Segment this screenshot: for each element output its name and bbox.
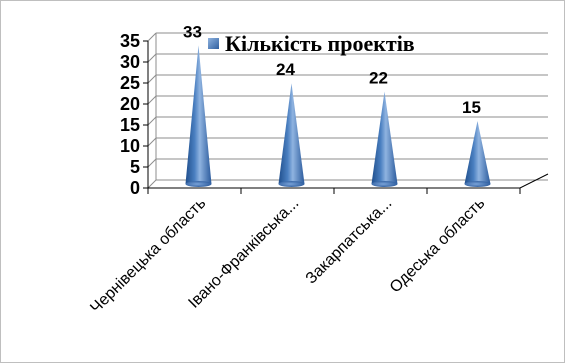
data-label: 15	[462, 98, 481, 117]
gridline-depth	[147, 116, 157, 126]
legend-swatch	[208, 38, 219, 49]
bar-cone-base	[464, 181, 491, 187]
gridline-depth	[147, 95, 157, 105]
bar-cone	[185, 45, 212, 185]
y-tick-label: 15	[120, 115, 140, 135]
y-tick-label: 35	[120, 31, 140, 51]
y-tick-label: 10	[120, 136, 140, 156]
y-tick-label: 0	[130, 178, 140, 198]
bar-cone	[371, 91, 398, 184]
data-label: 24	[276, 60, 295, 79]
bars-layer	[185, 45, 491, 187]
bar-cone-base	[371, 181, 398, 187]
legend-label: Кількість проектів	[225, 31, 415, 56]
gridline-depth	[147, 74, 157, 84]
bar-cone-base	[185, 181, 212, 187]
y-tick-label: 20	[120, 94, 140, 114]
y-tick-label: 5	[130, 157, 140, 177]
y-tick-label: 30	[120, 52, 140, 72]
gridline-depth	[147, 32, 157, 42]
bar-cone	[464, 121, 491, 184]
data-label: 22	[369, 69, 388, 88]
legend: Кількість проектів	[208, 31, 415, 56]
bar-cone-base	[278, 181, 305, 187]
gridline-depth	[147, 179, 157, 189]
category-label: Одеська область	[387, 195, 489, 297]
axis-layer	[143, 40, 549, 194]
y-tick-label: 25	[120, 73, 140, 93]
gridline-depth	[147, 137, 157, 147]
bar-cone	[278, 83, 305, 184]
gridline-depth	[147, 158, 157, 168]
data-label: 33	[183, 22, 202, 41]
category-label: Закарпатська...	[303, 195, 396, 288]
gridline-depth	[147, 53, 157, 63]
